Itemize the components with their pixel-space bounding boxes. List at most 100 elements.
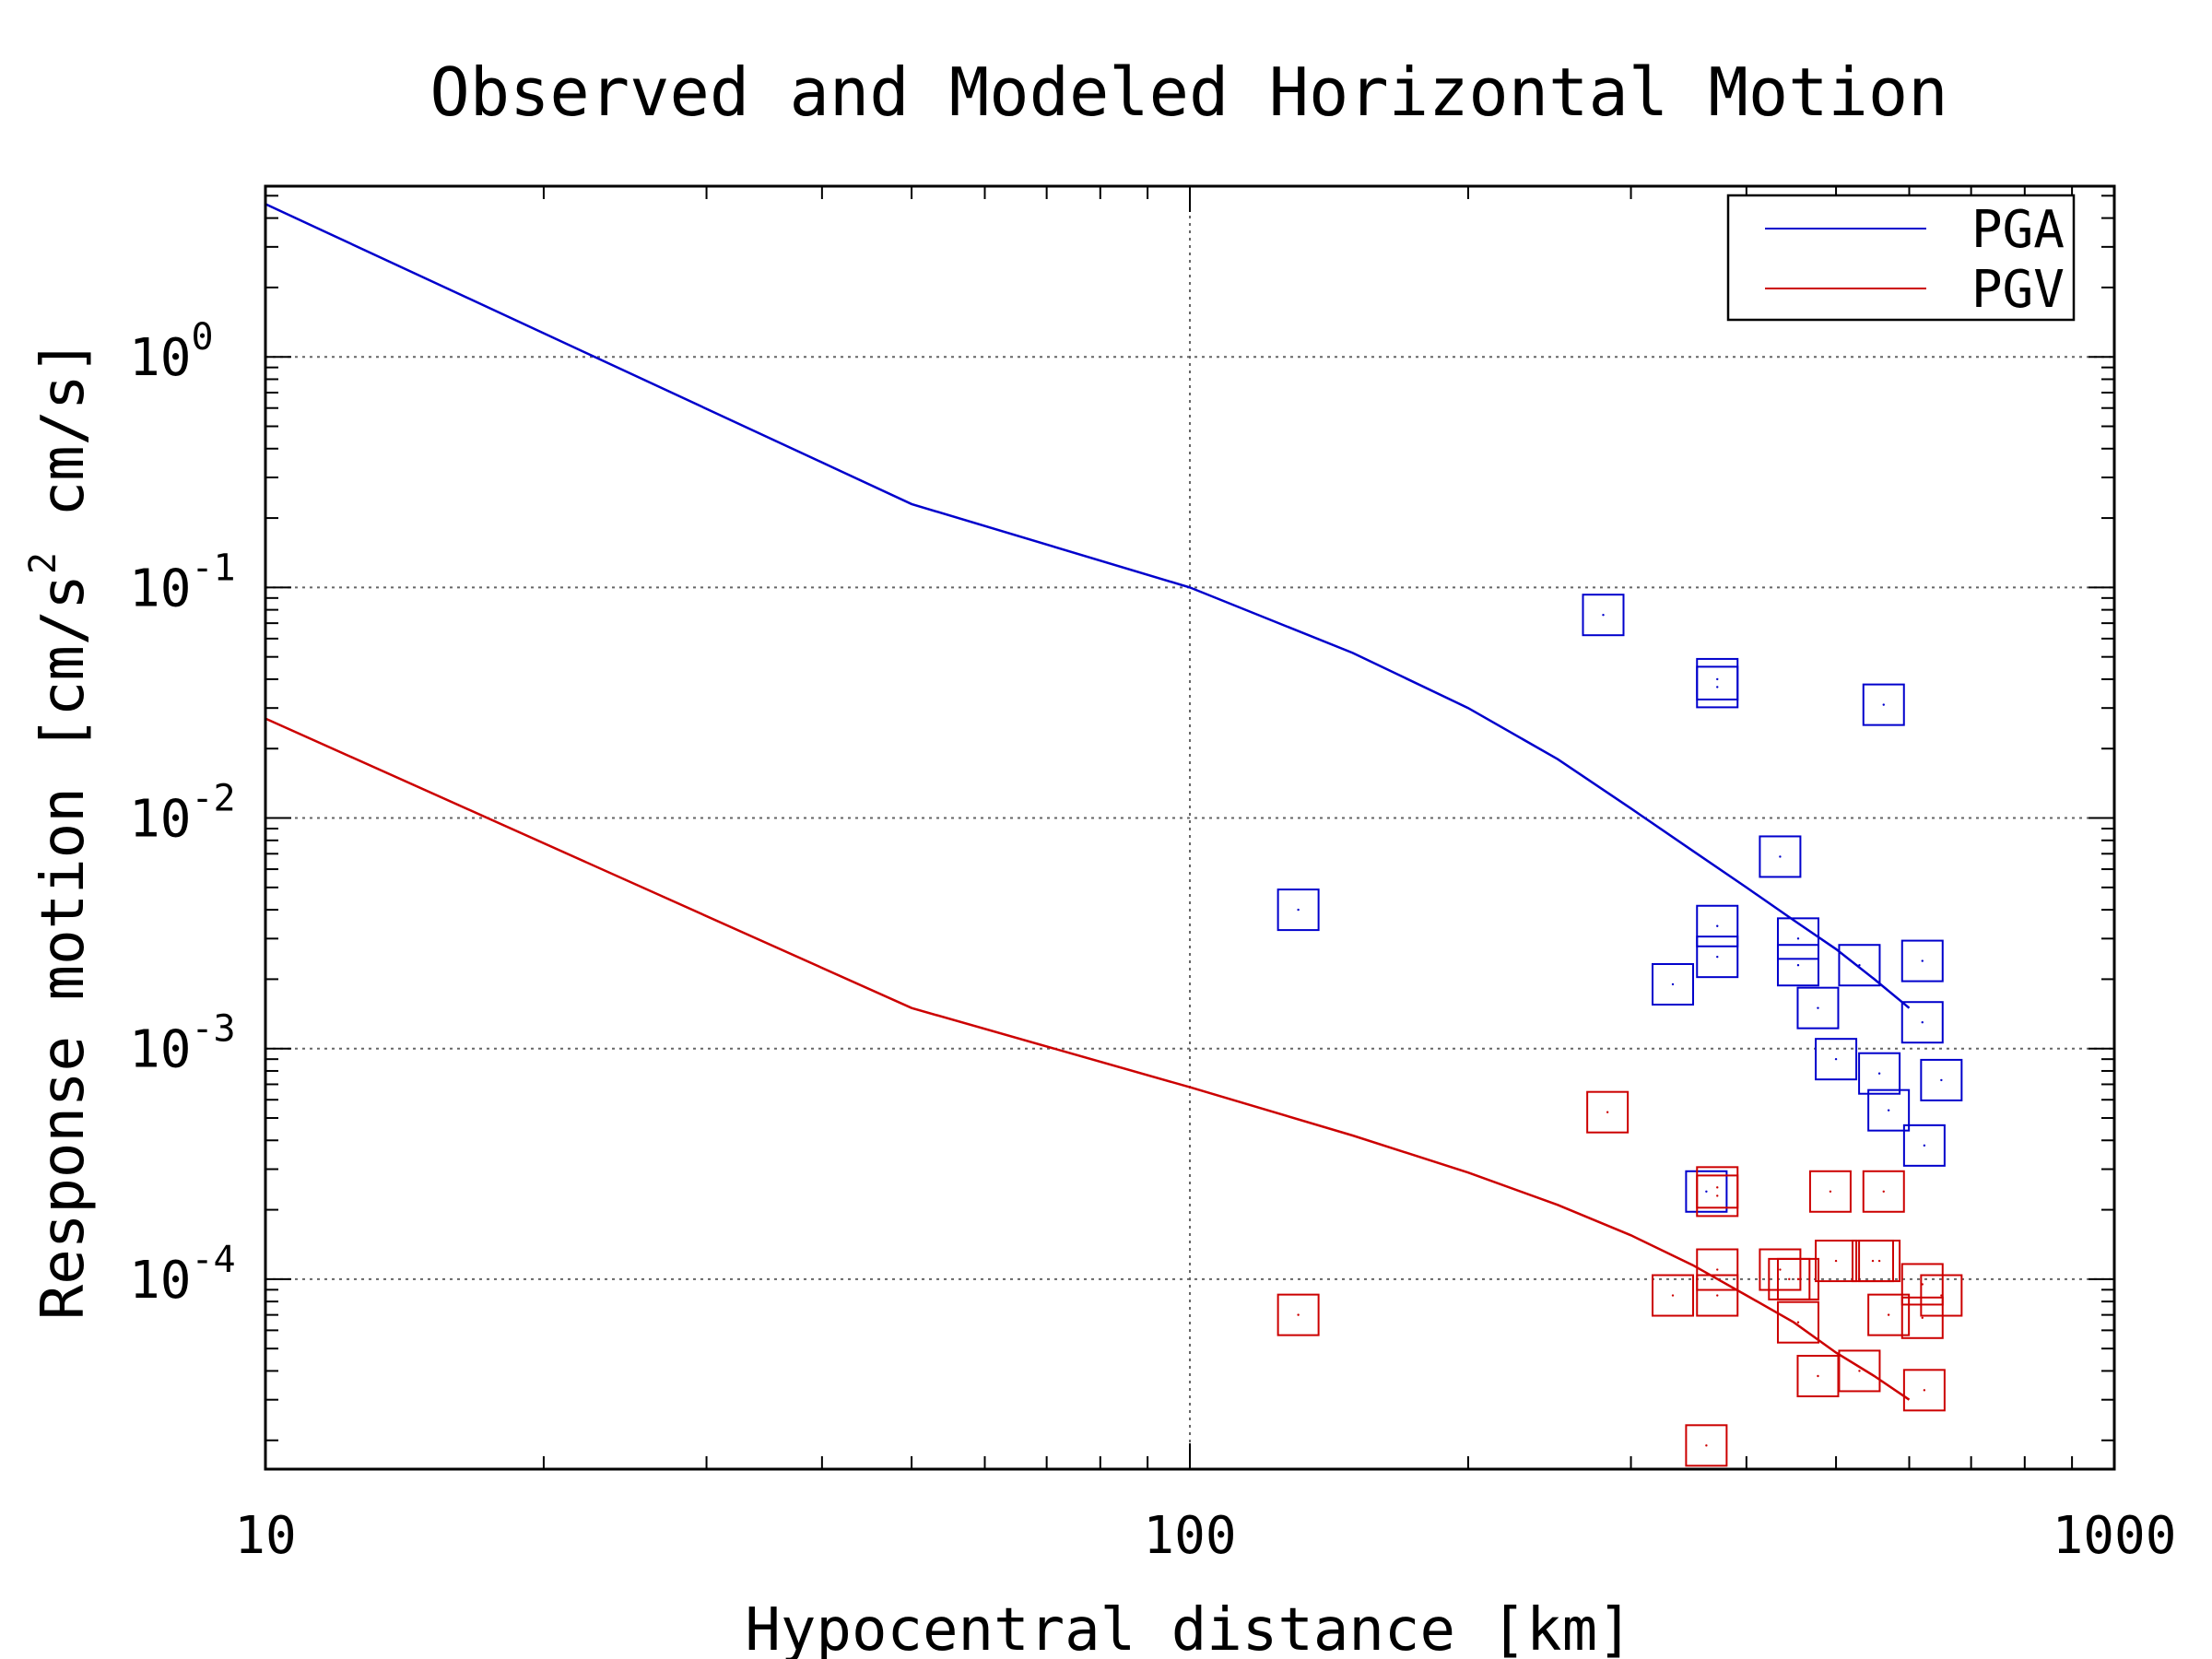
scatter-point (1696, 904, 1739, 947)
scatter-point-center (1716, 1194, 1719, 1197)
scatter-point (1776, 917, 1819, 960)
scatter-point (1796, 986, 1840, 1030)
scatter-point (1696, 1248, 1739, 1291)
scatter-point-center (1297, 1313, 1300, 1316)
y-tick-label: 10-1 (129, 547, 236, 618)
scatter-point (1652, 1274, 1695, 1317)
scatter-point (1759, 1248, 1802, 1291)
scatter-point-center (1940, 1078, 1943, 1082)
x-tick-label: 1000 (2053, 1506, 2177, 1566)
scatter-point (1776, 944, 1819, 987)
scatter-point (1277, 888, 1320, 932)
scatter-point (1862, 1170, 1905, 1213)
series-lines (265, 203, 1911, 1401)
scatter-point (1696, 1274, 1739, 1317)
series-line-pgv (265, 717, 1911, 1401)
legend-label-pgv: PGV (1971, 260, 2065, 320)
scatter-point-center (1796, 964, 1800, 967)
scatter-point (1900, 1001, 1944, 1044)
scatter-point-center (1923, 1144, 1926, 1147)
scatter-point (1902, 1369, 1946, 1412)
scatter-point (1759, 835, 1802, 878)
scatter-point (1685, 1424, 1728, 1467)
y-axis-label-tail: cm/s] (29, 339, 98, 517)
scatter-point-center (1871, 1259, 1875, 1263)
scatter-point (1862, 683, 1905, 726)
scatter-point-center (1716, 924, 1719, 927)
scatter-point-center (1716, 686, 1719, 688)
scatter-point-center (1858, 964, 1861, 967)
legend-label-pga: PGA (1971, 200, 2065, 260)
scatter-point-center (1297, 908, 1300, 912)
scatter-point-center (1716, 955, 1719, 959)
scatter-point-center (1796, 1321, 1800, 1324)
scatter-point (1851, 1240, 1894, 1283)
y-tick-label: 10-4 (129, 1239, 236, 1311)
chart-title: Observed and Modeled Horizontal Motion (429, 53, 1947, 131)
scatter-point (1858, 1052, 1901, 1095)
scatter-point (1652, 962, 1695, 1006)
scatter-point (1582, 594, 1625, 637)
scatter-point (1838, 1349, 1881, 1393)
scatter-point (1808, 1170, 1852, 1213)
scatter-point-center (1829, 1190, 1832, 1193)
scatter-point-center (1887, 1313, 1890, 1316)
scatter-point (1696, 1174, 1739, 1218)
scatter-point (1900, 1296, 1944, 1339)
scatter-point-center (1779, 1268, 1782, 1271)
scatter-point (1900, 1263, 1944, 1306)
scatter-point (1867, 1088, 1911, 1132)
scatter-point (1277, 1293, 1320, 1336)
scatter-point-center (1877, 1259, 1881, 1263)
scatter-point-center (1606, 1111, 1609, 1113)
legend-box (1726, 194, 2076, 322)
scatter-point (1586, 1090, 1630, 1134)
scatter-point-center (1716, 1186, 1719, 1189)
scatter-point (1776, 1300, 1819, 1344)
scatter-point (1920, 1274, 1963, 1317)
legend: PGA PGV (1726, 194, 2076, 322)
scatter-point-center (1940, 1294, 1943, 1297)
series-line-pga (265, 203, 1911, 1009)
grid-lines (265, 186, 2114, 1469)
y-tick-label: 10-2 (129, 778, 236, 850)
scatter-point-center (1602, 613, 1605, 617)
scatter-point (1685, 1170, 1728, 1213)
scatter-point (1867, 1293, 1911, 1336)
scatter-point (1902, 1124, 1946, 1167)
scatter-point-center (1779, 855, 1782, 858)
scatter-point-center (1882, 703, 1885, 706)
scatter-point-center (1705, 1190, 1708, 1193)
y-tick-label: 10-3 (129, 1008, 236, 1080)
scatter-point-center (1716, 1268, 1719, 1271)
scatter-point (1920, 1058, 1963, 1101)
scatter-point-center (1923, 1389, 1926, 1392)
scatter-point (1696, 935, 1739, 979)
scatter-point-center (1788, 1277, 1791, 1281)
scatter-point-center (1817, 1006, 1819, 1009)
scatter-point-center (1796, 937, 1800, 940)
axis-ticks (265, 186, 2114, 1469)
scatter-point-center (1921, 1316, 1924, 1319)
y-axis-label-superscript: 2 (22, 552, 65, 574)
scatter-points (1277, 594, 1963, 1467)
scatter-point (1815, 1038, 1858, 1081)
scatter-point (1838, 944, 1881, 987)
scatter-point-center (1834, 1259, 1838, 1263)
scatter-point-center (1716, 1294, 1719, 1297)
x-axis-label: Hypocentral distance [km] (745, 1596, 1632, 1659)
scatter-point-center (1877, 1072, 1881, 1075)
scatter-point-center (1796, 1277, 1800, 1281)
scatter-point-center (1705, 1444, 1708, 1447)
scatter-point-center (1671, 982, 1675, 986)
y-axis-label-main: Response motion [cm/s (29, 574, 98, 1320)
scatter-point-center (1671, 1294, 1675, 1297)
scatter-point (1696, 665, 1739, 709)
y-axis-label: Response motion [cm/s2 cm/s] (22, 339, 98, 1320)
scatter-point-center (1834, 1057, 1838, 1061)
scatter-point-center (1817, 1374, 1819, 1378)
y-tick-label: 100 (129, 316, 214, 388)
scatter-point-center (1921, 959, 1924, 962)
scatter-point (1815, 1240, 1858, 1283)
